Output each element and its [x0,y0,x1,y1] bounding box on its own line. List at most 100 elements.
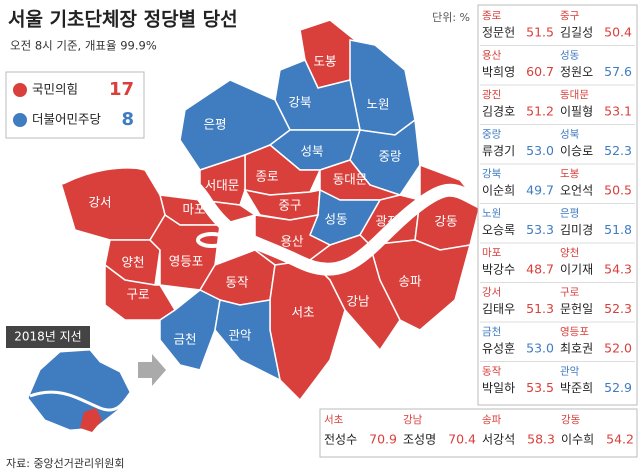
winner-name: 문헌일 [560,302,593,316]
title: 서울 기초단체장 정당별 당선 [8,9,238,31]
district-name: 광진 [482,89,501,101]
district-name: 서초 [324,414,344,426]
river [55,155,489,276]
winner-name: 오언석 [560,184,593,198]
district-label: 용산 [280,234,304,249]
winner-name: 이승로 [560,144,593,158]
district-name: 용산 [482,50,502,62]
vote-share: 51.8 [604,222,632,237]
inset-river [29,390,134,412]
vote-share: 52.0 [604,341,632,356]
vote-share: 70.9 [369,432,397,447]
winner-name: 서강석 [482,433,515,447]
legend-label: 국민의힘 [32,82,78,97]
vote-share: 51.3 [526,301,554,316]
legend-dot [13,83,27,97]
winner-name: 이수희 [561,433,594,447]
district-label: 영등포 [169,254,204,269]
vote-share: 52.3 [604,301,632,316]
district-name: 금천 [482,326,501,338]
legend-count: 8 [121,109,134,130]
district-label: 동대문 [333,172,368,187]
river-island [196,232,228,248]
winner-name: 박강수 [482,263,515,277]
district-label: 송파 [398,274,422,289]
vote-share: 54.3 [604,262,632,277]
results-bottom-panel [319,408,638,458]
winner-name: 정원오 [560,65,593,79]
winner-name: 이필형 [560,105,593,119]
vote-share: 52.3 [604,143,632,158]
vote-share: 53.5 [526,380,554,395]
district-label: 은평 [203,117,226,132]
winner-name: 조성명 [403,433,436,447]
district-name: 중랑 [482,129,502,141]
district-name: 중구 [560,10,580,22]
district-name: 노원 [482,208,501,220]
district-label: 양천 [121,255,144,270]
vote-share: 50.5 [604,183,632,198]
district-name: 동작 [482,366,502,378]
legend-label: 더불어민주당 [32,112,102,127]
district-label: 종로 [255,169,278,184]
winner-name: 오승록 [482,223,515,237]
inset-highlight [80,408,102,432]
district-name: 도봉 [560,168,580,180]
vote-share: 60.7 [526,64,554,79]
district-label: 성동 [324,212,347,227]
vote-share: 57.6 [604,64,632,79]
legend-count: 17 [109,79,134,100]
winner-name: 전성수 [324,433,357,447]
district-label: 서대문 [205,178,240,193]
vote-share: 53.0 [526,341,554,356]
unit: 단위: % [432,11,470,24]
winner-name: 정문헌 [482,26,515,40]
district-name: 종로 [482,10,502,22]
district-label: 금천 [173,332,196,347]
district-label: 강북 [288,95,311,110]
district-name: 영등포 [560,326,589,338]
legend-dot [13,113,27,127]
winner-name: 최호권 [560,342,593,356]
winner-name: 류경기 [482,144,515,158]
vote-share: 53.0 [526,143,554,158]
inset-label-box [6,326,90,348]
district-label: 성북 [300,144,323,159]
district-name: 성동 [560,50,580,62]
vote-share: 52.9 [604,380,632,395]
winner-name: 박희영 [482,65,515,79]
district-name: 관악 [560,366,580,378]
subtitle: 오전 8시 기준, 개표율 99.9% [10,39,157,53]
winner-name: 김태우 [482,302,515,316]
district-name: 강북 [482,168,502,180]
district-label: 중랑 [378,149,402,164]
district-label: 강동 [434,214,457,229]
winner-name: 유성훈 [482,342,515,356]
winner-name: 박준희 [560,381,593,395]
results-panel [477,4,638,406]
district-label: 관악 [228,328,252,343]
district-name: 강남 [403,414,423,426]
source: 자료: 중앙선거관리위원회 [6,457,125,470]
district-label: 중구 [278,198,301,213]
winner-name: 김경호 [482,105,515,119]
vote-share: 58.3 [527,432,555,447]
district-name: 마포 [482,247,502,259]
district-label: 노원 [366,97,389,112]
district [214,299,282,382]
district-label: 마포 [182,202,205,217]
vote-share: 53.3 [526,222,554,237]
district-label: 강남 [346,294,370,309]
vote-share: 53.1 [604,104,632,119]
inset-label: 2018년 지선 [14,330,81,344]
district-label: 구로 [126,287,149,302]
vote-share: 70.4 [448,432,476,447]
district-name: 송파 [482,414,502,426]
vote-share: 54.2 [606,432,634,447]
district-label: 서초 [291,305,314,320]
district-name: 은평 [560,208,579,220]
district-label: 동작 [225,275,249,290]
vote-share: 51.2 [526,104,554,119]
